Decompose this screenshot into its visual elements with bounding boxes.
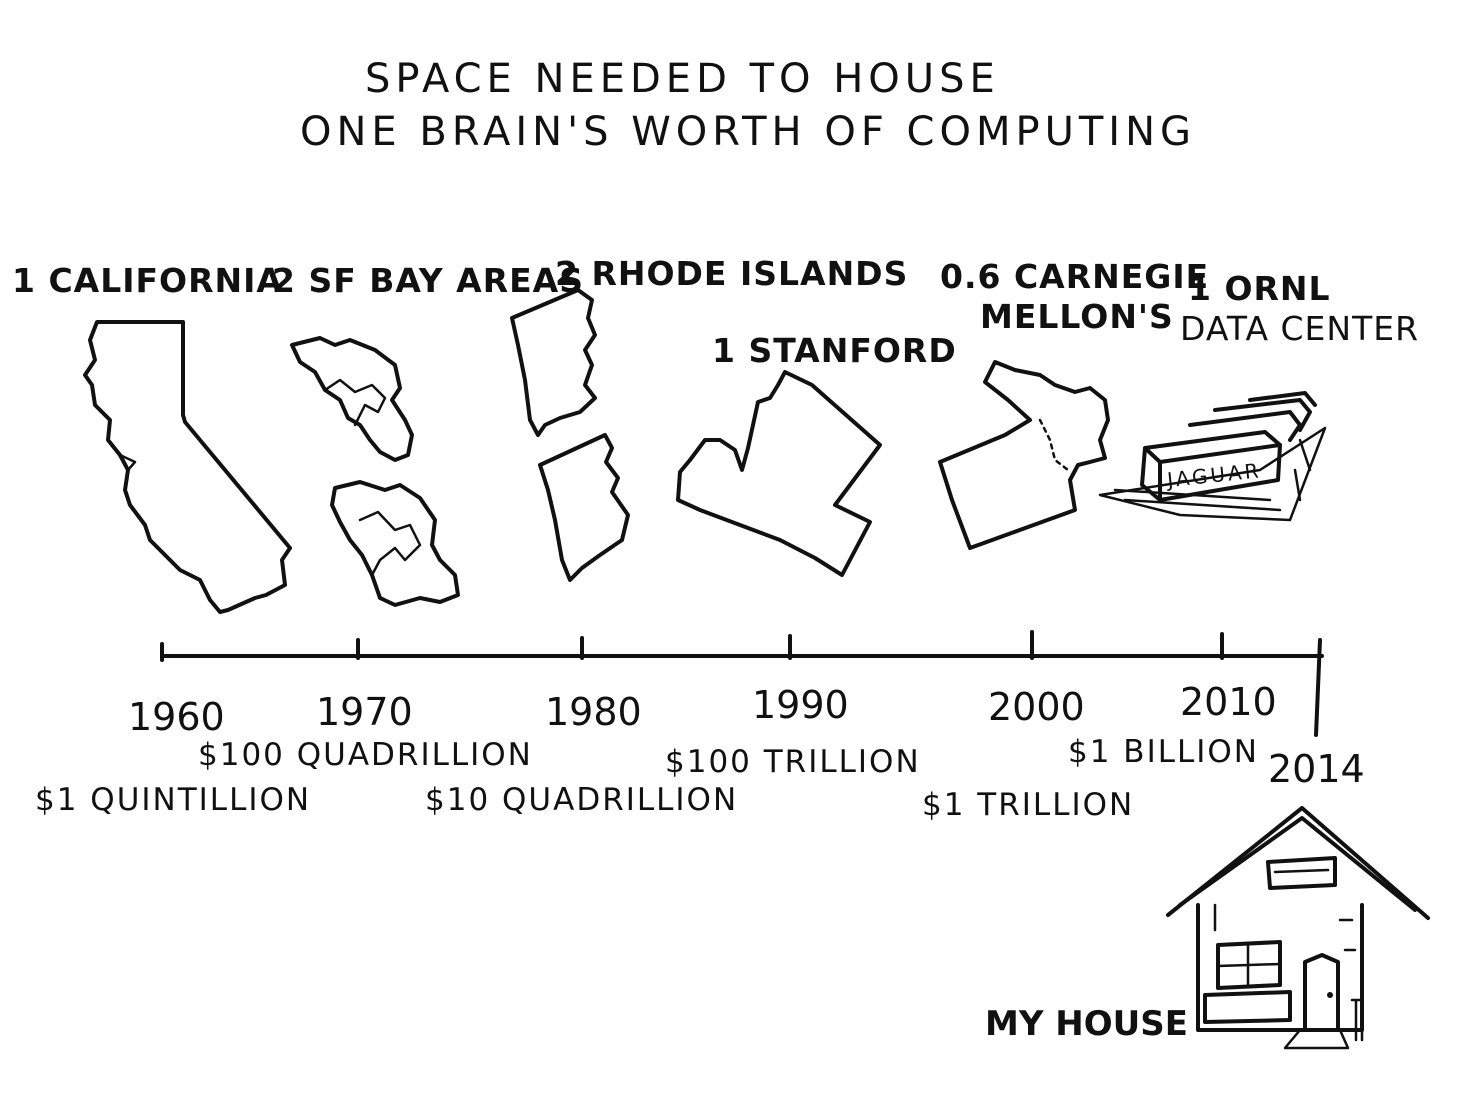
year-label-1970: 1970 (316, 690, 413, 734)
california-shape (83, 320, 292, 614)
label-ornl-line-1: 1 ORNL (1188, 269, 1331, 308)
year-label-1980: 1980 (545, 690, 642, 734)
title-line-2: ONE BRAIN'S WORTH OF COMPUTING (300, 109, 1196, 155)
cost-label-1980: $10 QUADRILLION (425, 782, 738, 818)
timeline-axis (160, 630, 1324, 737)
label-stanford: 1 STANFORD (712, 331, 957, 370)
year-label-2000: 2000 (988, 685, 1085, 729)
label-cmu-line-2: MELLON'S (980, 297, 1174, 336)
year-label-2014: 2014 (1268, 747, 1365, 791)
cmu-shape (938, 360, 1110, 550)
label-my-house: MY HOUSE (985, 1004, 1188, 1044)
label-ornl-line-2: DATA CENTER (1180, 309, 1419, 348)
stanford-shape (676, 370, 882, 577)
cost-label-1990: $100 TRILLION (665, 744, 921, 780)
cost-label-2010: $1 BILLION (1068, 734, 1259, 770)
label-california: 1 CALIFORNIA (12, 261, 283, 300)
year-label-1960: 1960 (128, 695, 225, 739)
year-label-1990: 1990 (752, 683, 849, 727)
cost-label-1970: $100 QUADRILLION (198, 737, 533, 773)
label-cmu-line-1: 0.6 CARNEGIE (940, 257, 1209, 296)
year-label-2010: 2010 (1180, 680, 1277, 724)
cost-label-2000: $1 TRILLION (922, 787, 1134, 823)
house-drawing (1166, 806, 1430, 1050)
label-sf-bay: 2 SF BAY AREAS (272, 261, 584, 300)
label-rhode-island: 2 RHODE ISLANDS (555, 254, 908, 293)
rhode-island-shapes (510, 288, 630, 582)
ornl-data-center-drawing: JAGUAR (1098, 391, 1327, 522)
cost-label-1960: $1 QUINTILLION (35, 782, 311, 818)
sf-bay-shapes (290, 336, 460, 607)
title-line-1: SPACE NEEDED TO HOUSE (365, 56, 1000, 102)
